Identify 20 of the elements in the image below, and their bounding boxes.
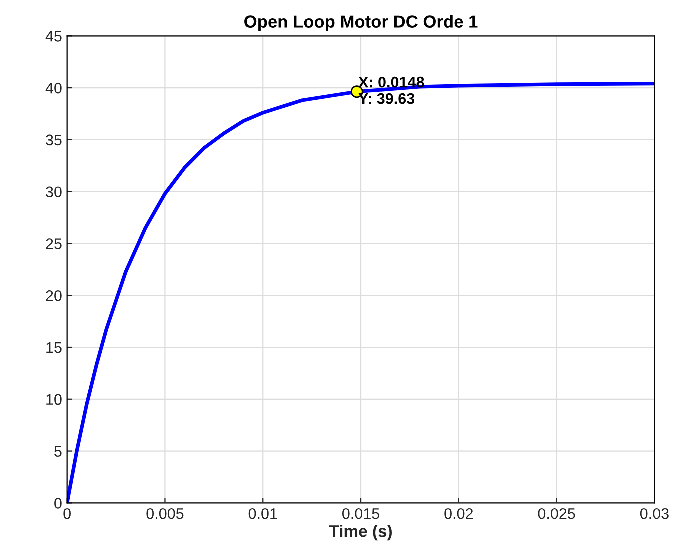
x-tick-label: 0.02 <box>444 508 474 520</box>
x-tick-label: 0.01 <box>248 508 278 520</box>
annotation: X: 0.0148 Y: 39.63 <box>358 76 424 104</box>
x-axis-title: Time (s) <box>329 525 392 541</box>
y-tick-label: 35 <box>46 134 62 146</box>
x-tick-label: 0 <box>64 508 71 520</box>
x-tick-label: 0.015 <box>342 508 380 520</box>
x-tick-label: 0.005 <box>146 508 184 520</box>
y-tick-label: 15 <box>46 342 62 354</box>
y-tick-label: 25 <box>46 238 62 250</box>
y-tick-label: 40 <box>46 82 62 94</box>
y-tick-label: 30 <box>46 186 62 198</box>
y-tick-label: 10 <box>46 394 62 406</box>
chart-title: Open Loop Motor DC Orde 1 <box>244 15 478 32</box>
y-tick-label: 0 <box>54 498 62 509</box>
x-tick-label: 0.03 <box>640 508 669 520</box>
y-tick-label: 45 <box>46 31 62 42</box>
x-tick-label: 0.025 <box>538 508 576 520</box>
y-tick-label: 5 <box>54 446 62 457</box>
y-tick-label: 20 <box>46 290 62 302</box>
